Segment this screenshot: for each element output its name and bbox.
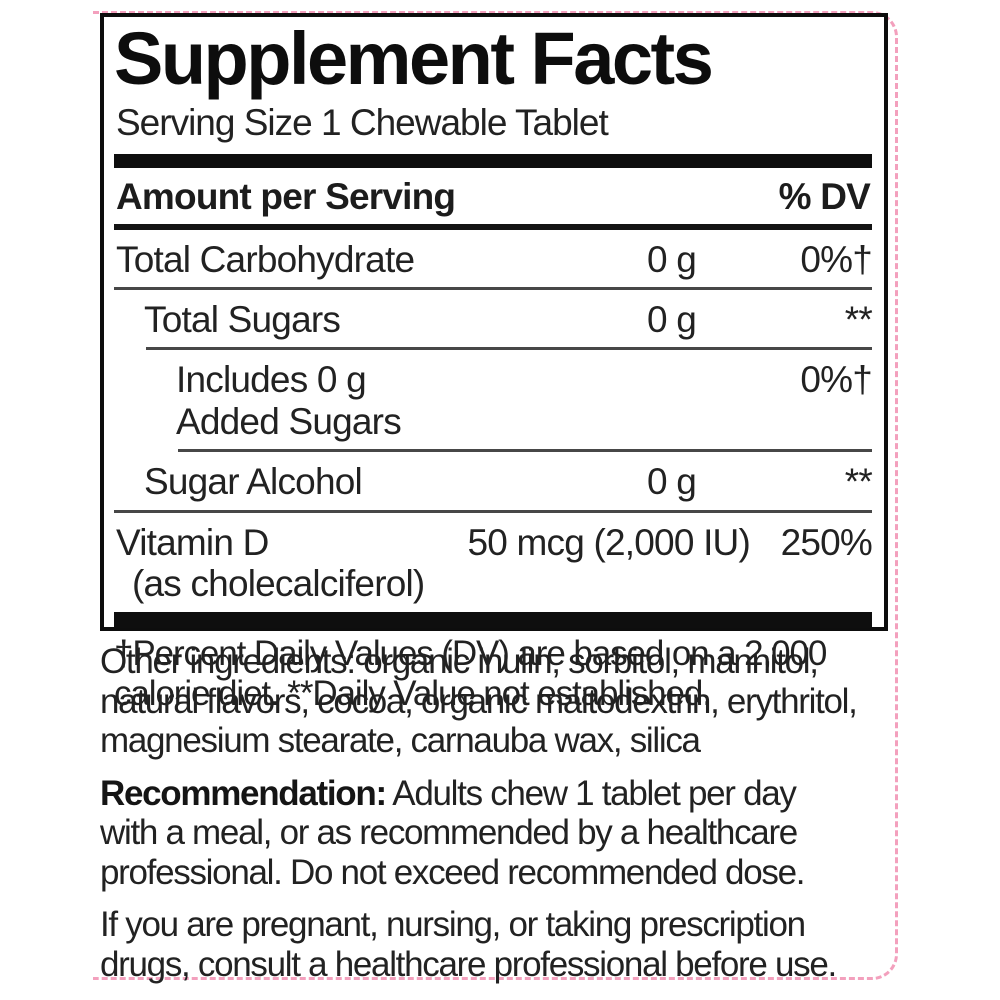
nutrient-dv: 250% [780, 521, 873, 563]
nutrient-row-total-carbohydrate: Total Carbohydrate 0 g 0%† [114, 230, 873, 287]
nutrient-dv: 0%† [800, 238, 872, 280]
row-divider [146, 347, 872, 351]
dv-footnote: †Percent Daily Values (DV) are based on … [114, 633, 827, 713]
panel-title: Supplement Facts [114, 17, 714, 100]
other-ingredients: Other ingredients: organic inulin, sorbi… [100, 642, 858, 761]
nutrient-name: Vitamin D (as cholecalciferol) [116, 522, 458, 605]
nutrient-name: Includes 0 g Added Sugars [176, 359, 402, 442]
supplement-facts-panel: Supplement Facts Serving Size 1 Chewable… [100, 13, 888, 713]
nutrient-amount: 0 g [646, 238, 697, 280]
percent-dv-header: % DV [778, 175, 871, 217]
nutrient-name-main: Vitamin D [116, 521, 269, 563]
label-lower-text: Other ingredients: organic inulin, sorbi… [100, 642, 892, 984]
nutrient-dv: 0%† [800, 359, 872, 401]
amount-per-serving-header: Amount per Serving [116, 175, 456, 217]
row-divider [114, 287, 872, 291]
recommendation-text: Adults chew 1 tablet per day with a meal… [100, 773, 805, 892]
nutrient-row-sugar-alcohol: Sugar Alcohol 0 g ** [114, 452, 873, 509]
recommendation-label: Recommendation: [100, 773, 387, 813]
nutrient-row-vitamin-d: Vitamin D (as cholecalciferol) 50 mcg (2… [114, 513, 873, 612]
nutrient-row-added-sugars: Includes 0 g Added Sugars 0%† [114, 350, 873, 449]
nutrient-amount: 50 mcg (2,000 IU) [467, 521, 750, 563]
nutrient-dv: ** [844, 299, 873, 341]
nutrient-name: Total Carbohydrate [116, 238, 415, 280]
thick-divider-top [114, 153, 872, 168]
table-header: Amount per Serving % DV [114, 168, 872, 230]
nutrient-name-source: (as cholecalciferol) [132, 563, 425, 605]
row-divider [178, 449, 872, 453]
thick-divider-bottom [114, 611, 872, 628]
nutrient-name: Sugar Alcohol [144, 461, 363, 503]
nutrient-name: Total Sugars [144, 299, 341, 341]
nutrient-row-total-sugars: Total Sugars 0 g ** [114, 290, 873, 347]
recommendation: Recommendation: Adults chew 1 tablet per… [100, 774, 892, 893]
nutrient-amount: 0 g [646, 461, 697, 503]
row-divider [114, 509, 872, 513]
nutrient-dv: ** [844, 461, 873, 503]
serving-size: Serving Size 1 Chewable Tablet [116, 101, 609, 143]
nutrient-amount: 0 g [646, 299, 697, 341]
pregnancy-warning: If you are pregnant, nursing, or taking … [100, 905, 837, 984]
